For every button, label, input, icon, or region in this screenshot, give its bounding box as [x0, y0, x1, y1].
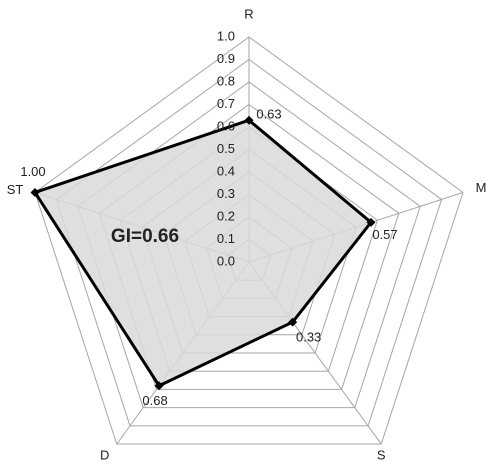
r-tick-label: 0.5: [217, 141, 235, 156]
category-label: R: [244, 6, 253, 21]
data-marker: [366, 217, 376, 227]
r-tick-label: 0.7: [217, 96, 235, 111]
value-label: 0.33: [296, 330, 321, 345]
category-label: M: [476, 180, 486, 195]
value-label: 0.68: [142, 393, 167, 408]
r-tick-label: 0.9: [217, 51, 235, 66]
category-label: D: [100, 447, 109, 462]
r-tick-label: 0.0: [217, 253, 235, 268]
r-tick-label: 0.3: [217, 186, 235, 201]
data-marker: [30, 187, 40, 197]
data-marker: [154, 381, 164, 391]
r-tick-label: 1.0: [217, 28, 235, 43]
data-marker: [244, 115, 254, 125]
value-label: 0.63: [256, 107, 281, 122]
grid-line: [34, 36, 464, 445]
value-label: 1.00: [20, 164, 45, 179]
data-area: [32, 118, 374, 388]
r-tick-label: 0.6: [217, 118, 235, 133]
r-tick-label: 0.2: [217, 208, 235, 223]
r-tick-label: 0.8: [217, 73, 235, 88]
r-tick-label: 0.1: [217, 231, 235, 246]
value-label: 0.57: [372, 227, 397, 242]
data-marker: [288, 317, 298, 327]
category-label: S: [377, 447, 386, 462]
annotation: GI=0.66: [111, 226, 179, 247]
r-tick-label: 0.4: [217, 163, 235, 178]
category-label: ST: [7, 182, 24, 197]
